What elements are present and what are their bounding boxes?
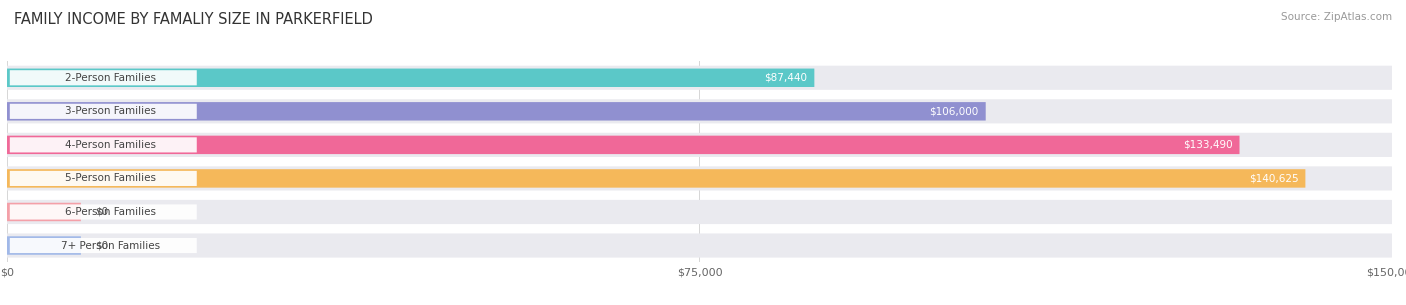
FancyBboxPatch shape bbox=[7, 203, 82, 221]
Text: $106,000: $106,000 bbox=[929, 106, 979, 116]
FancyBboxPatch shape bbox=[7, 66, 1392, 90]
FancyBboxPatch shape bbox=[7, 102, 986, 120]
Text: 4-Person Families: 4-Person Families bbox=[66, 140, 156, 150]
Text: $133,490: $133,490 bbox=[1182, 140, 1233, 150]
Text: $140,625: $140,625 bbox=[1249, 174, 1299, 183]
Text: FAMILY INCOME BY FAMALIY SIZE IN PARKERFIELD: FAMILY INCOME BY FAMALIY SIZE IN PARKERF… bbox=[14, 12, 373, 27]
FancyBboxPatch shape bbox=[10, 104, 197, 119]
Text: $87,440: $87,440 bbox=[765, 73, 807, 83]
Text: Source: ZipAtlas.com: Source: ZipAtlas.com bbox=[1281, 12, 1392, 22]
FancyBboxPatch shape bbox=[7, 200, 1392, 224]
FancyBboxPatch shape bbox=[10, 204, 197, 220]
Text: $0: $0 bbox=[94, 241, 108, 250]
Text: 2-Person Families: 2-Person Families bbox=[66, 73, 156, 83]
FancyBboxPatch shape bbox=[7, 166, 1392, 191]
Text: 6-Person Families: 6-Person Families bbox=[66, 207, 156, 217]
Text: $0: $0 bbox=[94, 207, 108, 217]
Text: 5-Person Families: 5-Person Families bbox=[66, 174, 156, 183]
FancyBboxPatch shape bbox=[7, 236, 82, 255]
Text: 3-Person Families: 3-Person Families bbox=[66, 106, 156, 116]
FancyBboxPatch shape bbox=[7, 133, 1392, 157]
FancyBboxPatch shape bbox=[7, 99, 1392, 124]
FancyBboxPatch shape bbox=[7, 69, 814, 87]
FancyBboxPatch shape bbox=[10, 70, 197, 85]
FancyBboxPatch shape bbox=[7, 169, 1305, 188]
FancyBboxPatch shape bbox=[10, 238, 197, 253]
FancyBboxPatch shape bbox=[7, 136, 1240, 154]
FancyBboxPatch shape bbox=[10, 171, 197, 186]
Text: 7+ Person Families: 7+ Person Families bbox=[62, 241, 160, 250]
FancyBboxPatch shape bbox=[7, 233, 1392, 258]
FancyBboxPatch shape bbox=[10, 137, 197, 152]
